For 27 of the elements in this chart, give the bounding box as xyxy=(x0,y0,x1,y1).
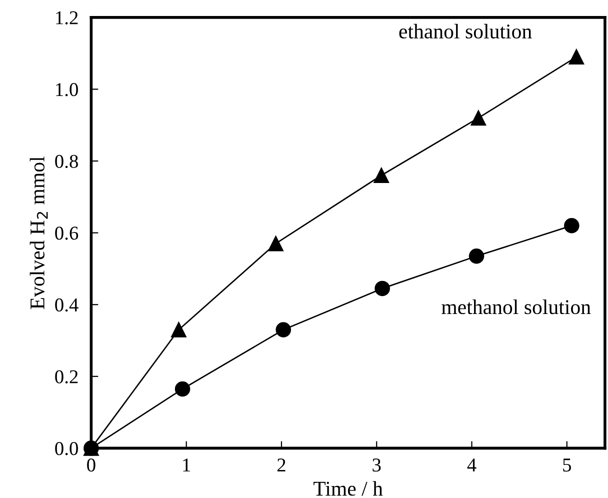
point xyxy=(174,381,190,397)
y-tick-label: 0.2 xyxy=(55,370,78,384)
point xyxy=(568,49,584,65)
x-tick-label: 0 xyxy=(87,458,96,472)
y-tick-label: 0.8 xyxy=(55,154,78,168)
y-tick-label: 1.0 xyxy=(56,83,78,96)
y-axis-title: Evolved H$_{2}$ mmol xyxy=(30,156,48,310)
y-tick-label: 1.2 xyxy=(56,11,78,24)
x-axis-title: Time / h xyxy=(314,481,383,496)
series-label: methanol solution xyxy=(442,300,591,314)
x-tick-label: 5 xyxy=(563,458,572,472)
y-tick-label: 0.0 xyxy=(55,442,78,456)
x-tick-label: 3 xyxy=(372,458,381,472)
point xyxy=(564,218,580,234)
point xyxy=(468,248,484,264)
series-label: ethanol solution xyxy=(399,24,532,39)
point xyxy=(470,110,486,126)
point xyxy=(374,168,390,184)
x-tick-label: 4 xyxy=(467,458,476,472)
point xyxy=(268,236,284,252)
y-tick-label: 0.6 xyxy=(55,226,78,240)
point xyxy=(374,280,390,296)
x-tick-label: 2 xyxy=(277,458,286,472)
point xyxy=(171,322,186,338)
point xyxy=(276,322,292,338)
y-tick-label: 0.4 xyxy=(55,298,78,312)
x-tick-label: 1 xyxy=(183,458,190,472)
